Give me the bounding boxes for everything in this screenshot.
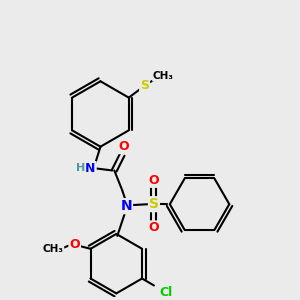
- Text: N: N: [85, 162, 96, 175]
- Text: O: O: [118, 140, 129, 153]
- Text: O: O: [69, 238, 80, 251]
- Text: CH₃: CH₃: [153, 71, 174, 81]
- Text: S: S: [149, 197, 159, 211]
- Text: N: N: [120, 199, 132, 213]
- Text: S: S: [140, 79, 149, 92]
- Text: H: H: [76, 164, 85, 173]
- Text: O: O: [149, 221, 159, 235]
- Text: Cl: Cl: [159, 286, 172, 299]
- Text: CH₃: CH₃: [42, 244, 63, 254]
- Text: O: O: [149, 174, 159, 187]
